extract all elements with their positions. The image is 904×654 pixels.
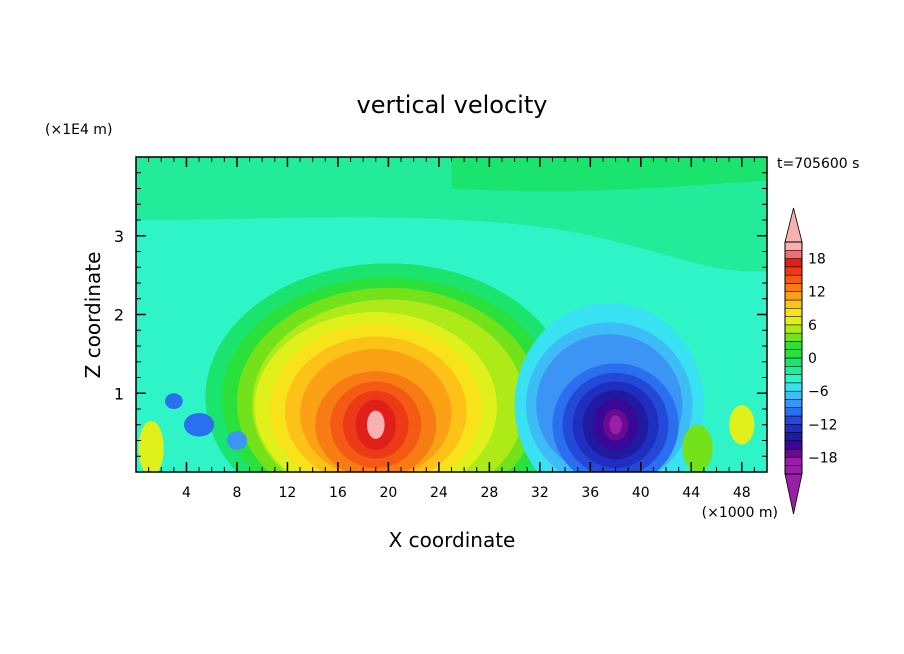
- x-tick-label: 40: [632, 485, 650, 501]
- colorbar-segment: [784, 341, 803, 350]
- x-tick-label: 36: [581, 485, 599, 501]
- y-tick-label: 2: [114, 306, 124, 325]
- contour-field: [136, 157, 767, 472]
- colorbar-segment: [784, 424, 803, 433]
- colorbar-tick-label: −6: [808, 384, 829, 400]
- colorbar-min-arrow: [784, 473, 803, 515]
- small-cell: [138, 420, 164, 472]
- upper-layer-top: [451, 157, 767, 192]
- small-cell: [682, 424, 713, 472]
- downdraft-contour: [609, 415, 622, 435]
- colorbar-segment: [784, 324, 803, 334]
- y-unit-label: (×1E4 m): [45, 122, 112, 138]
- x-tick-label: 24: [430, 485, 448, 501]
- x-tick-label: 4: [182, 485, 191, 501]
- small-cell: [165, 393, 183, 409]
- y-axis-label: Z coordinate: [81, 252, 105, 379]
- colorbar-tick-label: −18: [808, 450, 838, 466]
- colorbar-tick-label: 0: [808, 351, 817, 367]
- colorbar-segment: [784, 448, 803, 458]
- x-tick-label: 20: [379, 485, 397, 501]
- colorbar-segment: [784, 291, 803, 301]
- colorbar-tick-label: 6: [808, 318, 817, 334]
- colorbar-segment: [784, 390, 803, 400]
- colorbar-segment: [784, 308, 803, 317]
- colorbar-segment: [784, 283, 803, 292]
- colorbar-segment: [784, 357, 803, 367]
- colorbar-segment: [784, 407, 803, 417]
- colorbar-segment: [784, 332, 803, 342]
- colorbar-segment: [784, 349, 803, 359]
- colorbar-tick-label: 18: [808, 252, 826, 268]
- x-tick-label: 32: [531, 485, 549, 501]
- x-tick-label: 28: [480, 485, 498, 501]
- colorbar-segment: [784, 316, 803, 326]
- colorbar-segment: [784, 432, 803, 442]
- colorbar-segment: [784, 299, 803, 309]
- colorbar-tick-labels: 18 12 6 0 −6 −12 −18: [808, 252, 838, 467]
- colorbar-segment: [784, 250, 803, 259]
- colorbar-segment: [784, 374, 803, 384]
- colorbar-segment: [784, 274, 803, 284]
- colorbar-segment: [784, 465, 803, 475]
- small-cell: [729, 405, 755, 445]
- chart-title: vertical velocity: [357, 91, 548, 119]
- x-tick-label: 8: [232, 485, 241, 501]
- y-axis-ticks: 1 2 3: [114, 172, 767, 457]
- colorbar-segment: [784, 399, 803, 408]
- x-tick-label: 16: [329, 485, 347, 501]
- y-tick-label: 3: [114, 227, 124, 246]
- x-unit-label: (×1000 m): [702, 505, 778, 521]
- x-axis-ticks: 4 8 12 16 20 24 28 32 36 40 44 48: [148, 157, 755, 501]
- colorbar-segment: [784, 258, 803, 268]
- colorbar-max-arrow: [784, 207, 803, 243]
- x-tick-label: 44: [682, 485, 700, 501]
- colorbar-frame: [784, 241, 803, 475]
- colorbar-segment: [784, 366, 803, 375]
- time-label: t=705600 s: [777, 156, 859, 172]
- colorbar: [784, 207, 803, 515]
- x-tick-label: 12: [279, 485, 297, 501]
- x-axis-label: X coordinate: [389, 528, 516, 552]
- updraft-contour: [366, 410, 385, 439]
- colorbar-segment: [784, 457, 803, 466]
- colorbar-segment: [784, 415, 803, 425]
- small-cell: [226, 431, 248, 450]
- colorbar-segment: [784, 440, 803, 450]
- colorbar-tick-label: −12: [808, 417, 838, 433]
- colorbar-segment: [784, 382, 803, 392]
- x-tick-label: 48: [733, 485, 751, 501]
- y-tick-label: 1: [114, 384, 124, 403]
- colorbar-segment: [784, 241, 803, 251]
- colorbar-tick-label: 12: [808, 285, 826, 301]
- colorbar-segment: [784, 266, 803, 276]
- small-cell: [183, 412, 215, 437]
